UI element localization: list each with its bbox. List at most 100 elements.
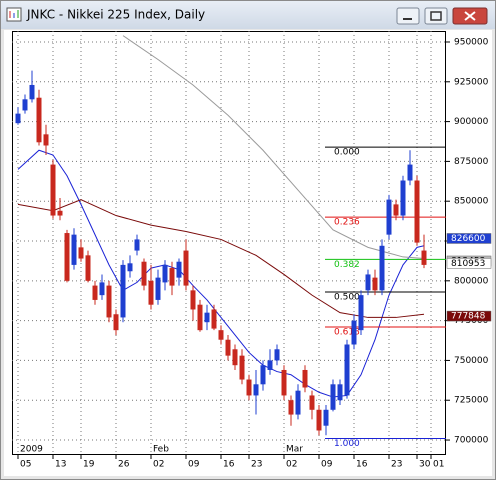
moving-average-line [122,35,425,260]
x-tick-label: 26 [118,460,130,470]
candle-body [29,84,35,100]
plot-content: 2009 Feb Mar 0.000 0.236 0.382 0.500 0.618 1.000 [12,31,446,455]
x-tick-label: 01 [433,460,444,470]
window-title: JNKC - Nikkei 225 Index, Daily [26,8,205,22]
candle-body [267,360,273,370]
app-icon [6,7,22,22]
candle-body [99,282,105,296]
fibo-level-label: 1.000 [334,439,360,449]
candle-body [197,304,203,331]
candle-body [120,264,126,318]
candle-body [351,320,357,345]
x-tick-label: 16 [223,460,235,470]
x-month-label: Feb [153,445,169,455]
candle-body [43,134,49,146]
candle-body [183,250,189,286]
candle-body [239,355,245,380]
y-tick-label: 850000 [454,197,489,207]
candle-body [36,97,42,143]
candle-body [386,199,392,235]
close-button[interactable] [452,7,488,25]
candle-body [295,390,301,415]
price-tag-label: 810953 [451,259,485,269]
fibo-level-label: 0.618 [334,327,360,337]
candle-body [323,409,329,426]
candle-body [50,164,56,216]
price-tag [446,310,492,322]
candle-body [169,268,175,286]
candle-body [225,339,231,356]
candle-body [106,285,112,318]
candle-body [316,409,322,431]
y-tick-label: 875000 [454,157,489,167]
candle-body [330,384,336,410]
candle-body [309,395,315,410]
candle-body [379,245,385,291]
candle-body [71,234,77,265]
chart-area [4,30,492,476]
y-tick-label: 700000 [454,436,489,446]
candle-body [281,369,287,396]
candle-body [365,274,371,291]
chart-layer: 2009 Feb Mar 0.000 0.236 0.382 0.500 0.618 1.000… [12,31,492,470]
candle-body [246,379,252,396]
candle-body [113,314,119,331]
candle-body [85,255,91,281]
candle-body [176,261,182,278]
candle-body [288,400,294,415]
y-tick-label: 900000 [454,117,489,127]
x-tick-label: 09 [188,460,200,470]
candle-body [134,239,140,251]
fibo-level-label: 0.000 [334,148,360,158]
candle-body [218,330,224,340]
fibo-level-label: 0.500 [334,292,360,302]
candle-body [253,384,259,396]
maximize-button[interactable] [424,7,448,25]
candle-body [64,233,70,281]
candle-body [162,264,168,283]
x-tick-label: 23 [251,460,262,470]
candle-body [421,250,427,265]
x-month-label: 2009 [20,445,43,455]
x-tick-label: 05 [20,460,31,470]
plot-border [12,31,446,455]
y-tick-label: 925000 [454,77,489,87]
candle-body [22,99,28,111]
x-tick-label: 30 [419,460,431,470]
price-tag-label: 777848 [451,312,486,322]
x-tick-label: 23 [391,460,402,470]
fibo-level-label: 0.382 [334,260,360,270]
candle-body [141,261,147,286]
y-tick-label: 950000 [454,37,489,47]
candle-body [358,295,364,331]
candle-body [211,309,217,329]
candle-body [92,285,98,300]
candle-body [393,204,399,216]
x-tick-label: 19 [83,460,95,470]
x-tick-label: 16 [356,460,368,470]
candle-body [15,113,21,124]
price-tag-label: 826600 [451,234,486,244]
x-tick-label: 02 [153,460,164,470]
minimize-button[interactable] [396,7,420,25]
candle-body [148,280,154,305]
y-tick-label: 725000 [454,396,489,406]
x-tick-label: 13 [55,460,66,470]
candle-body [78,247,84,259]
moving-average-line [17,149,425,398]
candle-body [344,344,350,396]
candle-body [190,290,196,310]
candle-body [274,349,280,361]
price-tag [446,258,492,269]
x-tick-label: 02 [286,460,297,470]
candle-body [337,384,343,401]
candle-body [414,180,420,243]
x-tick-label: 09 [321,460,333,470]
candle-body [127,263,133,272]
x-month-label: Mar [286,445,303,455]
y-tick-label: 800000 [454,276,489,286]
candle-body [155,277,161,300]
candle-body [57,210,63,216]
